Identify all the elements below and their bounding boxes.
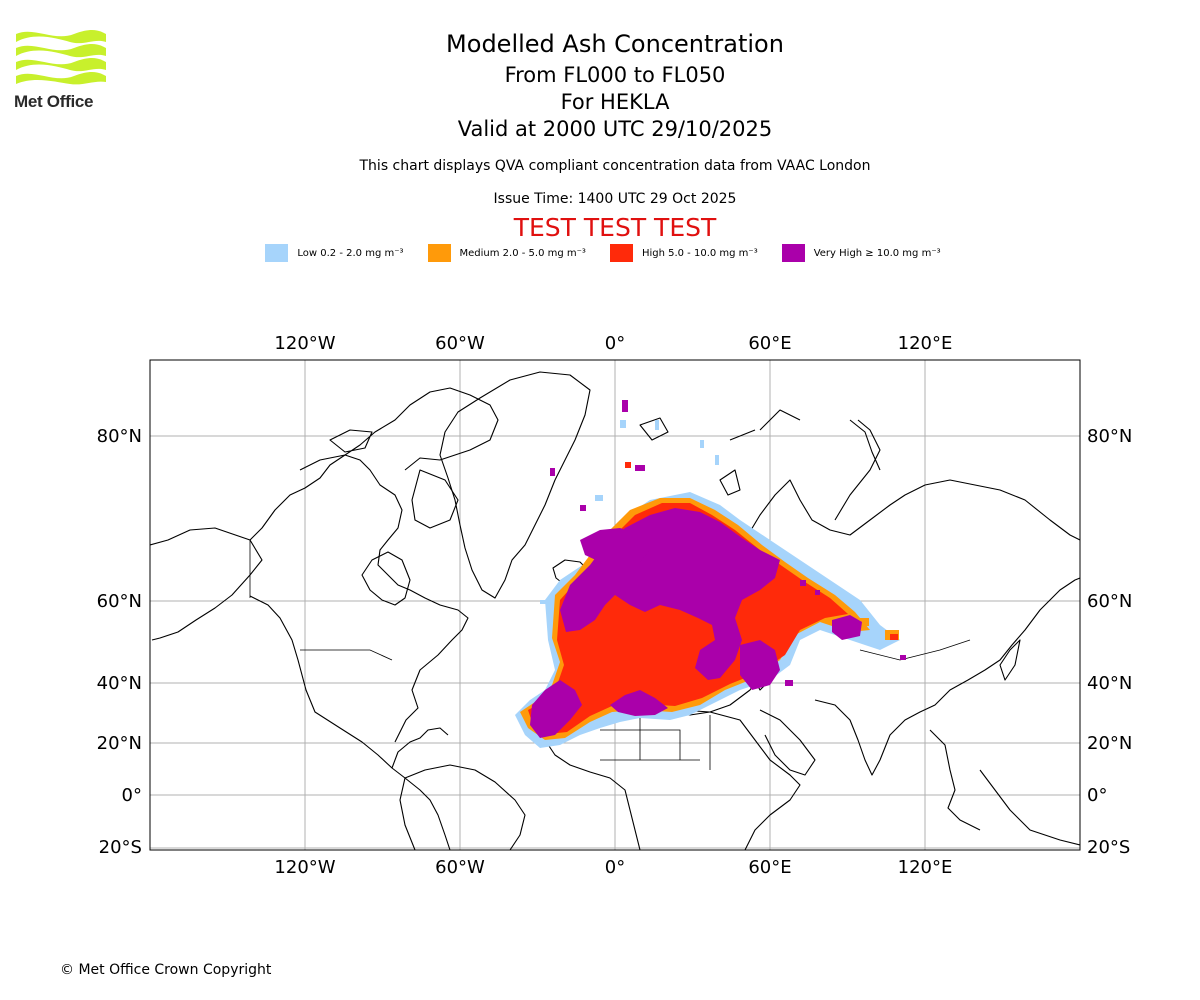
copyright: © Met Office Crown Copyright (60, 962, 272, 978)
coast-asia-south (759, 577, 1080, 846)
legend-item-medium: Medium 2.0 - 5.0 mg m⁻³ (427, 244, 586, 262)
map-frame (149, 359, 1081, 851)
lon-label-top-120w: 120°W (274, 333, 335, 354)
lon-label-bottom-60w: 60°W (435, 857, 485, 878)
legend-item-high: High 5.0 - 10.0 mg m⁻³ (609, 244, 758, 262)
lat-label-left-40n: 40°N (97, 673, 142, 694)
map-content (150, 360, 1080, 850)
volcano-name: For HEKLA (560, 90, 670, 114)
border-us-canada (300, 649, 393, 661)
lon-label-bottom-0: 0° (605, 857, 625, 878)
legend-label-high: High 5.0 - 10.0 mg m⁻³ (641, 247, 758, 259)
ash-very-high (530, 400, 906, 738)
legend-item-low: Low 0.2 - 2.0 mg m⁻³ (265, 244, 404, 262)
lat-label-right-0: 0° (1087, 785, 1107, 806)
legend-swatch-high (609, 244, 633, 262)
legend: Low 0.2 - 2.0 mg m⁻³ Medium 2.0 - 5.0 mg… (0, 244, 1200, 262)
lat-label-left-80n: 80°N (97, 426, 142, 447)
logo-text: Met Office (14, 92, 94, 111)
coast-hudson-bay (361, 551, 411, 606)
legend-swatch-very-high (781, 244, 805, 262)
lon-label-top-60w: 60°W (435, 333, 485, 354)
lat-label-left-20n: 20°N (97, 733, 142, 754)
legend-label-medium: Medium 2.0 - 5.0 mg m⁻³ (459, 247, 586, 259)
coast-greenland (439, 371, 591, 599)
legend-swatch-medium (427, 244, 451, 262)
lat-label-left-0: 0° (122, 785, 142, 806)
lat-label-right-20n: 20°N (1087, 733, 1132, 754)
chart-title: Modelled Ash Concentration (446, 30, 784, 58)
lon-label-bottom-60e: 60°E (748, 857, 791, 878)
legend-label-low: Low 0.2 - 2.0 mg m⁻³ (297, 247, 404, 259)
coast-arctic-islands (299, 387, 499, 529)
lat-label-left-60n: 60°N (97, 591, 142, 612)
valid-time: Valid at 2000 UTC 29/10/2025 (457, 117, 773, 141)
lon-label-bottom-120w: 120°W (274, 857, 335, 878)
legend-swatch-low (265, 244, 289, 262)
ash-cloud (515, 400, 906, 748)
legend-item-very-high: Very High ≥ 10.0 mg m⁻³ (781, 244, 941, 262)
lat-label-right-80n: 80°N (1087, 426, 1132, 447)
subtitle: This chart displays QVA compliant concen… (359, 158, 871, 174)
legend-label-very-high: Very High ≥ 10.0 mg m⁻³ (813, 247, 941, 259)
met-office-logo (16, 29, 106, 85)
lon-label-bottom-120e: 120°E (898, 857, 953, 878)
issue-time: Issue Time: 1400 UTC 29 Oct 2025 (493, 191, 737, 207)
coast-south-america (399, 764, 526, 850)
coast-japan (999, 639, 1021, 681)
lat-label-right-40n: 40°N (1087, 673, 1132, 694)
test-banner: TEST TEST TEST (513, 213, 717, 242)
border-africa (600, 705, 711, 770)
coast-eurasia-north (729, 409, 1080, 541)
coast-north-america (150, 454, 469, 850)
flight-level-range: From FL000 to FL050 (504, 63, 726, 87)
coast-svalbard (639, 417, 881, 496)
lon-label-top-60e: 60°E (748, 333, 791, 354)
lat-label-left-20s: 20°S (99, 837, 142, 858)
lon-label-top-0: 0° (605, 333, 625, 354)
lon-label-top-120e: 120°E (898, 333, 953, 354)
lat-label-right-60n: 60°N (1087, 591, 1132, 612)
lat-label-right-20s: 20°S (1087, 837, 1130, 858)
